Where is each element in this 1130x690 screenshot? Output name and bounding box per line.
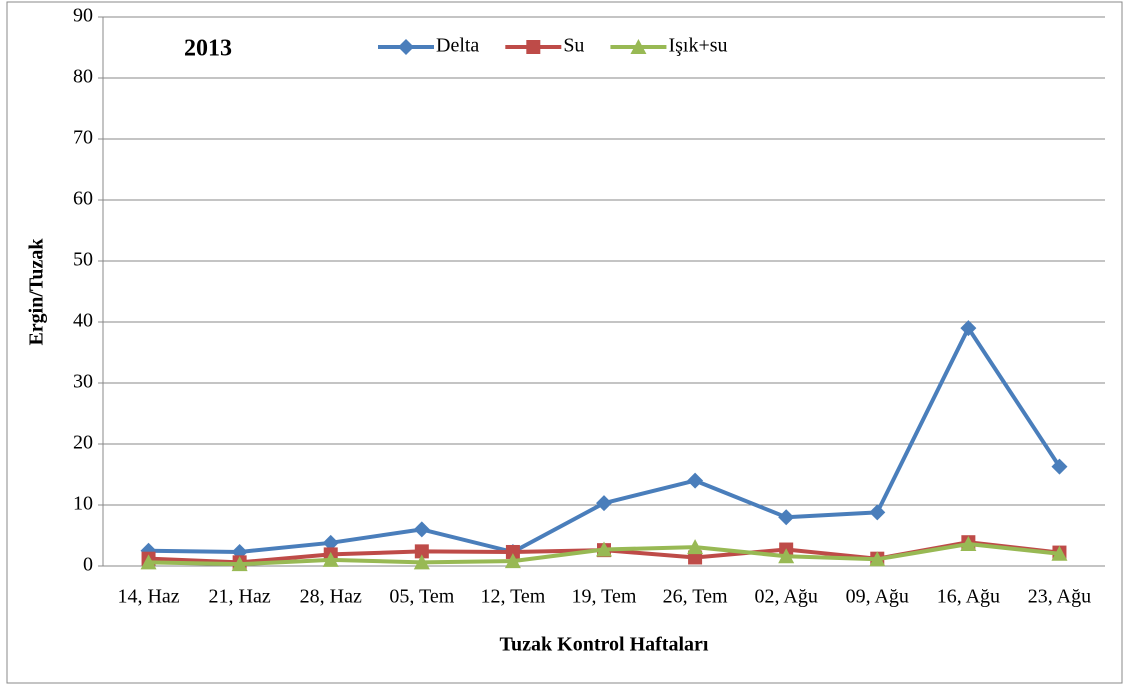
marker: [687, 539, 704, 555]
marker: [140, 554, 157, 570]
x-tick-label: 05, Tem: [389, 586, 454, 608]
y-tick-label: 10: [73, 493, 93, 515]
y-tick-label: 0: [83, 554, 93, 576]
legend-label: Delta: [436, 35, 479, 57]
marker: [322, 551, 339, 567]
x-tick-label: 19, Tem: [572, 586, 637, 608]
x-axis-label: Tuzak Kontrol Haftaları: [500, 634, 709, 656]
legend-marker: [398, 39, 414, 55]
marker: [413, 554, 430, 570]
x-tick-label: 28, Haz: [300, 586, 362, 608]
marker: [322, 534, 339, 551]
y-tick-label: 20: [73, 432, 93, 454]
marker: [1051, 458, 1068, 475]
x-tick-label: 16, Ağu: [937, 586, 1000, 608]
marker: [505, 544, 520, 559]
y-tick-label: 90: [73, 5, 93, 27]
x-tick-label: 26, Tem: [663, 586, 728, 608]
marker: [960, 536, 977, 552]
annotation: 2013: [184, 36, 232, 62]
y-axis-label: Ergin/Tuzak: [26, 238, 48, 346]
x-tick-label: 14, Haz: [117, 586, 179, 608]
marker: [504, 553, 521, 569]
legend-marker: [526, 40, 541, 54]
y-tick-label: 30: [73, 371, 93, 393]
marker: [778, 509, 795, 526]
y-tick-label: 80: [73, 66, 93, 88]
y-tick-label: 50: [73, 249, 93, 271]
marker: [596, 495, 612, 512]
y-tick-label: 40: [73, 310, 93, 332]
legend-label: Su: [563, 35, 584, 57]
x-tick-label: 02, Ağu: [755, 586, 818, 608]
legend-marker: [630, 39, 647, 54]
marker: [687, 472, 704, 489]
marker: [1051, 545, 1068, 561]
marker: [596, 541, 612, 557]
marker: [413, 521, 430, 538]
x-tick-label: 12, Tem: [480, 586, 545, 608]
y-tick-label: 70: [73, 127, 93, 149]
marker: [960, 320, 977, 337]
marker: [869, 504, 886, 521]
marker: [414, 544, 429, 559]
marker: [778, 548, 795, 564]
x-tick-label: 09, Ağu: [846, 586, 909, 608]
marker: [231, 556, 248, 572]
marker: [869, 551, 886, 567]
x-tick-label: 21, Haz: [209, 586, 271, 608]
chart-border: [6, 1, 1123, 684]
x-tick-label: 23, Ağu: [1028, 586, 1091, 608]
y-tick-label: 60: [73, 188, 93, 210]
legend-label: Işık+su: [668, 35, 727, 57]
